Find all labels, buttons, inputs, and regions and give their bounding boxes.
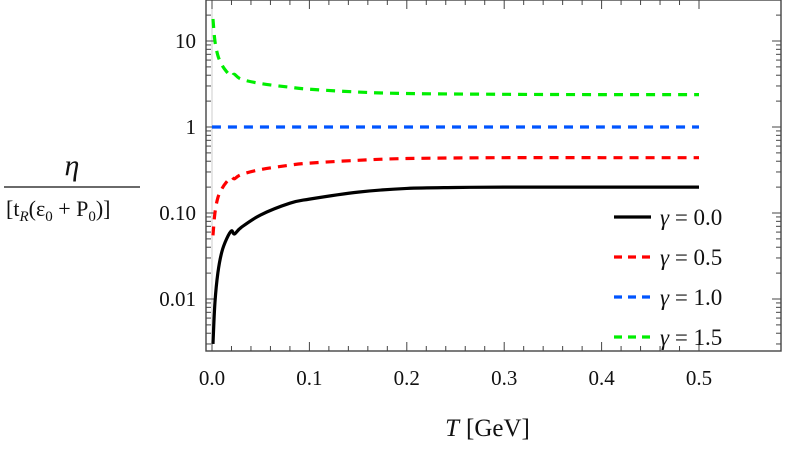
x-tick-label: 0.5 [686, 366, 712, 390]
x-tick-label: 0.1 [296, 366, 322, 390]
x-tick-label: 0.3 [491, 366, 517, 390]
y-tick-label: 10 [175, 29, 196, 53]
series-line [211, 18, 700, 97]
legend-label: γ = 0.0 [660, 205, 722, 230]
y-tick-label: 0.01 [159, 287, 196, 311]
series-line [211, 155, 699, 236]
plot-curves [211, 18, 700, 345]
y-tick-label: 0.10 [159, 201, 196, 225]
x-tick-label: 0.4 [588, 366, 615, 390]
legend-label: γ = 1.5 [660, 325, 722, 350]
legend: γ = 0.0 γ = 0.5 γ = 1.0 γ = 1.5 [614, 205, 722, 350]
legend-label: γ = 1.0 [660, 285, 722, 310]
x-tick-label: 0.0 [199, 366, 225, 390]
svg-text:η: η [65, 149, 80, 182]
svg-text:T: T [445, 415, 461, 442]
x-tick-label: 0.2 [394, 366, 420, 390]
x-axis-label: T [GeV] [445, 415, 530, 442]
y-tick-label: 1 [186, 115, 197, 139]
plot-axes: 0.0 0.1 0.2 0.3 0.4 0.5 0.01 0.10 1 10 [159, 0, 782, 390]
y-axis-label: η [tR(ε0 + P0)] [4, 149, 140, 225]
svg-text:[tR(ε0 + P0)]: [tR(ε0 + P0)] [6, 196, 111, 225]
series-line [211, 185, 699, 345]
legend-label: γ = 0.5 [660, 245, 722, 270]
svg-text:[GeV]: [GeV] [466, 415, 530, 442]
